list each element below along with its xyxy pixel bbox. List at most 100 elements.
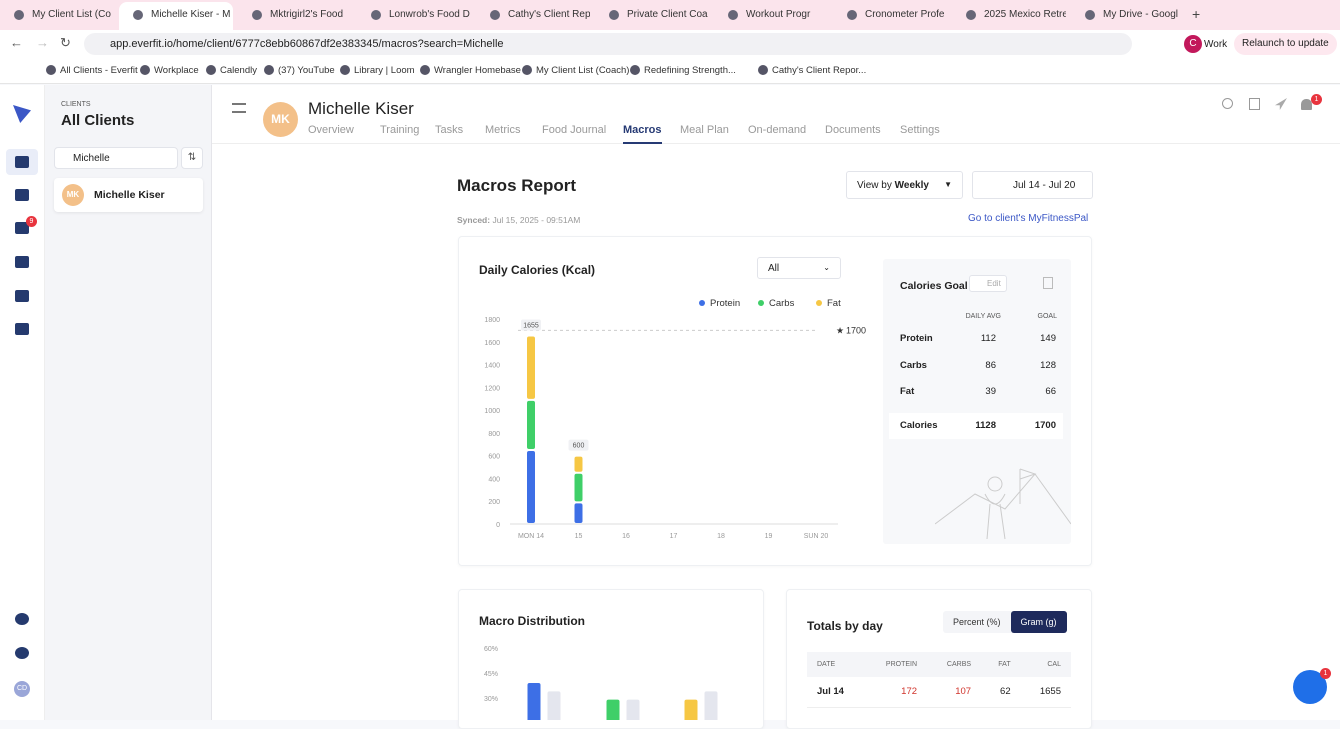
toggle[interactable]: Percent (%) [953,617,1001,627]
url[interactable]: app.everfit.io/home/client/6777c8ebb6086… [84,33,1132,55]
nav-tab[interactable]: Tasks [435,124,464,136]
header-row: DATE PROTEIN CARBS FAT CAL [807,652,1071,677]
bar [704,691,718,720]
view-select[interactable]: View by Weekly ▼ [846,171,963,199]
bar-segment [527,336,535,399]
mfp-link[interactable]: Go to client's MyFitnessPal [968,213,1089,224]
panel-title: All Clients [61,112,135,129]
bookmark[interactable]: (37) YouTube [264,65,335,76]
menu-button[interactable] [232,103,246,113]
bar [684,699,698,720]
goal-doc-icon[interactable] [1043,277,1053,289]
browser-tab[interactable]: Cathy's Client Rep [476,4,590,26]
browser-tab[interactable]: 2025 Mexico Retre [952,4,1066,26]
library-icon[interactable] [15,189,29,201]
legend-label: Carbs [769,298,795,309]
browser-tab[interactable]: Cronometer Profe [833,4,947,26]
profile-avatar[interactable]: C [1184,35,1202,53]
calories-row-bg [889,412,1063,439]
y-tick-label: 30% [484,696,498,703]
nav-tab[interactable]: Training [380,124,420,136]
toggle[interactable]: Gram (g) [1010,611,1067,633]
folder-icon[interactable] [15,290,29,302]
sort-button[interactable]: ⇅ [181,147,203,169]
bookmark[interactable]: Workplace [140,65,199,76]
bookmark[interactable]: Calendly [206,65,257,76]
bar-segment [527,400,535,449]
goal-value: 112 [980,333,996,344]
nav-tab[interactable]: Metrics [485,124,521,136]
nav-tab[interactable]: Settings [900,124,940,136]
bookmark[interactable]: Redefining Strength... [630,65,736,76]
nav-tab[interactable]: Overview [308,124,354,136]
edit-button[interactable]: Edit [969,275,1007,292]
bar-segment [574,456,583,472]
nav-tab[interactable]: Meal Plan [680,124,729,136]
bookmark[interactable]: All Clients - Everfit [46,65,138,76]
browser-tab[interactable]: My Drive - Googl [1071,4,1185,26]
bell-icon[interactable] [1301,99,1312,110]
goal-label: Carbs [900,359,927,371]
legend-label: Protein [710,298,740,309]
forward[interactable]: → [36,35,49,50]
browser-tab[interactable]: My Client List (Co [0,4,114,26]
search-icon[interactable] [1222,98,1233,109]
bookmark[interactable]: Library | Loom [340,65,415,76]
legend-label: Fat [827,298,841,309]
user-avatar[interactable]: CD [14,681,30,697]
total-label-bg [568,439,589,451]
messages-icon[interactable] [15,222,29,234]
tasks-icon[interactable] [1249,98,1260,110]
cell: 62 [1000,686,1011,698]
goal-label: 1700 [846,325,866,335]
nav-tab[interactable]: Food Journal [542,124,607,136]
browser-tab[interactable]: Lonwrob's Food D [357,4,471,26]
x-tick-label: 16 [622,533,630,540]
reload[interactable]: ↻ [60,35,71,50]
tab-bar: + My Client List (Co Michelle Kiser - M Mk… [0,0,1340,30]
y-tick-label: 400 [488,476,500,483]
nav-tab[interactable]: On-demand [748,124,807,136]
goal-panel: Calories Goal Edit DAILY AVG GOAL Protein 1… [883,259,1071,544]
notification-badge: 1 [1311,94,1322,105]
client-item[interactable]: MK Michelle Kiser [54,178,203,212]
team-icon[interactable] [15,323,29,335]
goal-label: Fat [900,386,915,397]
billing-icon[interactable] [15,613,29,625]
totals-card: Totals by day Percent (%) Gram (g) DATE PR… [786,589,1092,729]
nav-tab[interactable]: Macros [623,124,662,144]
clients-icon[interactable] [15,156,29,168]
goal-value: 39 [985,386,996,397]
bookmark[interactable]: My Client List (Coach) [522,65,629,76]
bar [626,699,640,720]
view-by: View by [857,180,892,191]
x-tick-label: SUN 20 [804,533,829,540]
address-row: ← → ↻ app.everfit.io/home/client/6777c8e… [0,30,1340,58]
column-header: PROTEIN [885,661,918,668]
bookmark[interactable]: Wrangler Homebase [420,65,521,76]
community-icon[interactable] [15,647,29,659]
column-header: CARBS [946,661,972,668]
y-tick-label: 1000 [484,408,500,415]
synced-label: Synced: [457,215,491,225]
back[interactable]: ← [10,35,23,50]
browser-tab[interactable]: Michelle Kiser - M [119,2,233,30]
filter-select[interactable]: All ⌄ [757,257,841,279]
x-tick-label: 18 [717,533,725,540]
unit-toggle: Percent (%) Gram (g) [943,611,1067,633]
date-range[interactable]: Jul 14 - Jul 20 [972,171,1093,199]
browser-tab[interactable]: Private Client Coa [595,4,709,26]
automation-icon[interactable] [15,256,29,268]
new-tab[interactable]: + [1192,6,1201,22]
nav-tab[interactable]: Documents [825,124,881,136]
goal-value: 1700 [1034,419,1056,431]
relaunch-button[interactable]: Relaunch to update [1234,33,1337,55]
client-search[interactable]: Michelle [54,147,178,169]
browser-tab[interactable]: Workout Progr [714,4,828,26]
launch-icon[interactable] [1275,98,1287,110]
bookmark[interactable]: Cathy's Client Repor... [758,65,866,76]
browser-tab[interactable]: Mktrigirl2's Food [238,4,352,26]
header-divider [212,143,1340,144]
x-tick-label: 19 [765,533,773,540]
goal-title: Calories Goal [900,280,968,292]
